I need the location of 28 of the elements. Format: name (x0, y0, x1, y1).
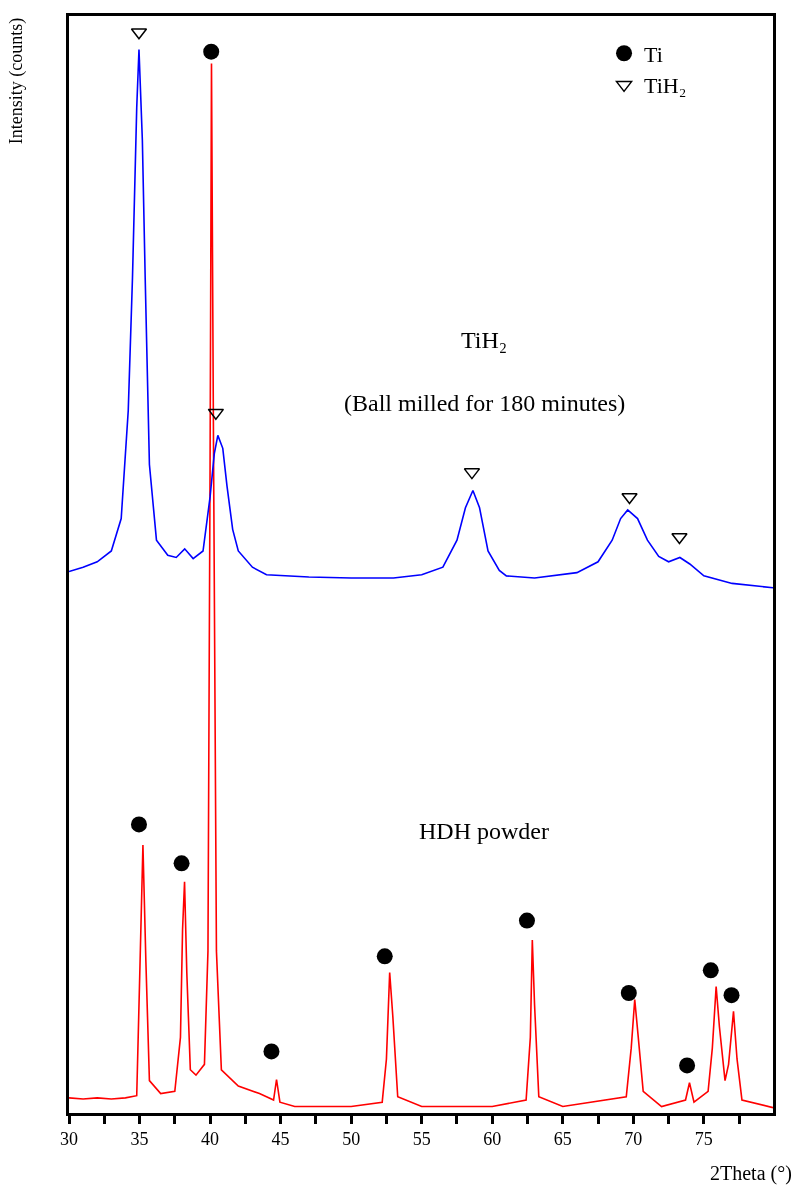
point (702, 962, 719, 979)
x-tick-label: 40 (201, 1129, 220, 1150)
point (518, 912, 535, 929)
x-tick-label: 50 (342, 1129, 361, 1150)
point (173, 855, 190, 872)
y-axis-title: Intensity (counts) (6, 17, 28, 145)
x-tick-label: 60 (483, 1129, 502, 1150)
x-tick-label: 45 (271, 1129, 290, 1150)
point (620, 985, 637, 1002)
annotation: (Ball milled for 180 minutes) (344, 390, 626, 416)
x-tick-label: 55 (412, 1129, 431, 1150)
x-tick-label: 30 (60, 1129, 78, 1150)
x-tick-label: 75 (694, 1129, 713, 1150)
point (723, 987, 740, 1004)
annotation: HDH powder (419, 818, 549, 844)
x-axis-title: 2Theta (°) (710, 1162, 792, 1185)
point (679, 1057, 696, 1074)
point (621, 492, 638, 505)
point (671, 532, 688, 545)
annotation: TiH₂ (461, 327, 508, 353)
point (263, 1043, 280, 1060)
x-tick-label: 70 (624, 1129, 643, 1150)
point (130, 816, 147, 833)
x-tick-label: 65 (553, 1129, 572, 1150)
x-tick-label: 35 (130, 1129, 149, 1150)
point (376, 948, 393, 965)
legend-label: Ti (644, 41, 663, 67)
legend-label: TiH₂ (644, 73, 687, 99)
